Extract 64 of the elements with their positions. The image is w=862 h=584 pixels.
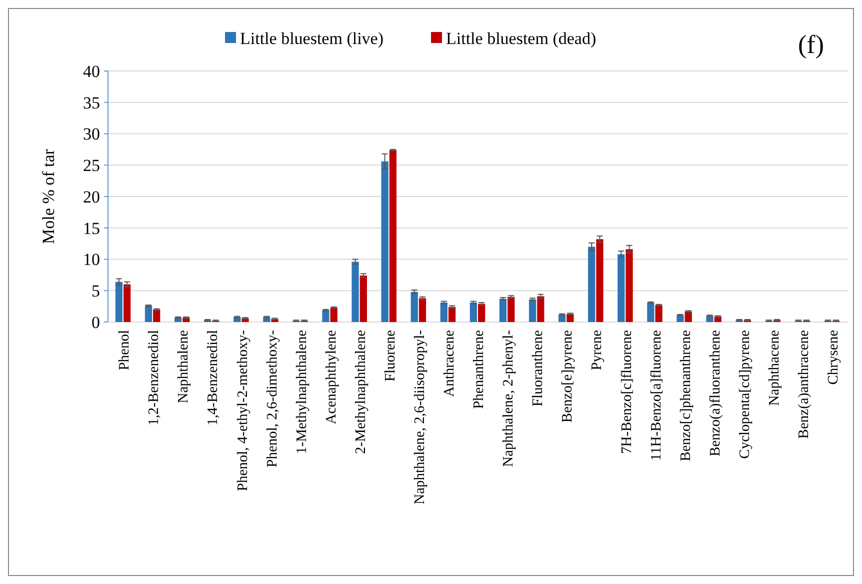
x-tick-label: Chrysene — [826, 330, 842, 385]
bar — [418, 298, 426, 322]
bar — [470, 302, 477, 322]
x-tick-label: Phenanthrene — [471, 330, 488, 409]
bar — [440, 302, 448, 322]
x-tick-label: Acenaphthylene — [323, 330, 340, 424]
x-tick-label: Benzo[e]pyrene — [560, 330, 576, 423]
bar — [115, 282, 123, 322]
y-tick-label: 35 — [83, 93, 100, 112]
y-tick-label: 10 — [83, 250, 100, 270]
x-tick-label: Fluorene — [382, 330, 398, 382]
bar — [330, 308, 338, 322]
bar — [626, 249, 633, 322]
y-tick-label: 30 — [83, 124, 100, 144]
x-tick-label: Benz(a)anthracene — [796, 330, 812, 439]
text: (f) — [798, 30, 824, 59]
x-tick-label: Naphthalene — [176, 330, 192, 404]
y-tick-label: 40 — [83, 62, 100, 81]
x-tick-label: Anthracene — [442, 330, 458, 397]
y-axis-title: Mole % of tar — [39, 148, 58, 244]
x-tick-label: Naphthalene, 2-phenyl- — [500, 330, 517, 467]
x-tick-label: Fluoranthene — [530, 330, 546, 407]
bar — [655, 305, 662, 322]
x-tick-label: 1,2-Benzenediol — [146, 330, 162, 426]
bar — [618, 254, 625, 322]
x-tick-label: Phenol, 4-ethyl-2-methoxy- — [234, 330, 251, 492]
bar — [124, 284, 131, 322]
bar — [478, 304, 486, 322]
bar — [647, 302, 654, 322]
x-tick-label: Naphthalene, 2,6-diisopropyl- — [412, 330, 428, 504]
bar — [684, 311, 692, 322]
legend-label: Little bluestem (dead) — [446, 28, 596, 48]
x-tick-label: 7H-Benzo[c]fluorene — [618, 330, 635, 454]
y-tick-label: 20 — [83, 187, 100, 206]
bar — [537, 296, 544, 322]
bar — [528, 299, 536, 322]
x-tick-label: Cyclopenta[cd]pyrene — [736, 330, 753, 459]
legend-label: Little bluestem (live) — [240, 28, 384, 48]
x-tick-label: Benzo(a)fluoranthene — [707, 330, 724, 456]
bar — [389, 150, 396, 322]
x-tick-label: Naphthacene — [766, 330, 782, 406]
bar — [153, 309, 160, 322]
bar — [360, 276, 367, 322]
bar — [508, 296, 515, 322]
y-tick-label: 25 — [83, 156, 100, 176]
bar — [144, 306, 152, 322]
bar — [499, 298, 507, 322]
y-tick-label: 5 — [92, 282, 100, 301]
bar — [596, 239, 604, 322]
bar — [352, 262, 359, 322]
x-tick-label: Phenol — [116, 330, 133, 370]
bar — [410, 292, 418, 322]
y-tick-label: 15 — [83, 218, 100, 238]
x-tick-label: 11H-Benzo[a]fluorene — [648, 330, 664, 461]
x-tick-label: 1-Methylnaphthalene — [294, 330, 310, 454]
x-tick-label: 1,4-Benzenediol — [205, 330, 222, 426]
x-tick-label: Phenol, 2,6-dimethoxy- — [264, 330, 280, 468]
bar — [381, 161, 388, 322]
x-tick-label: Benzo[c]phenanthrene — [678, 330, 694, 462]
x-tick-label: 2-Methylnaphthalene — [352, 330, 369, 454]
bar — [588, 246, 596, 322]
y-tick-label: 0 — [92, 312, 100, 332]
bar — [448, 306, 456, 322]
x-tick-label: Pyrene — [589, 330, 606, 370]
